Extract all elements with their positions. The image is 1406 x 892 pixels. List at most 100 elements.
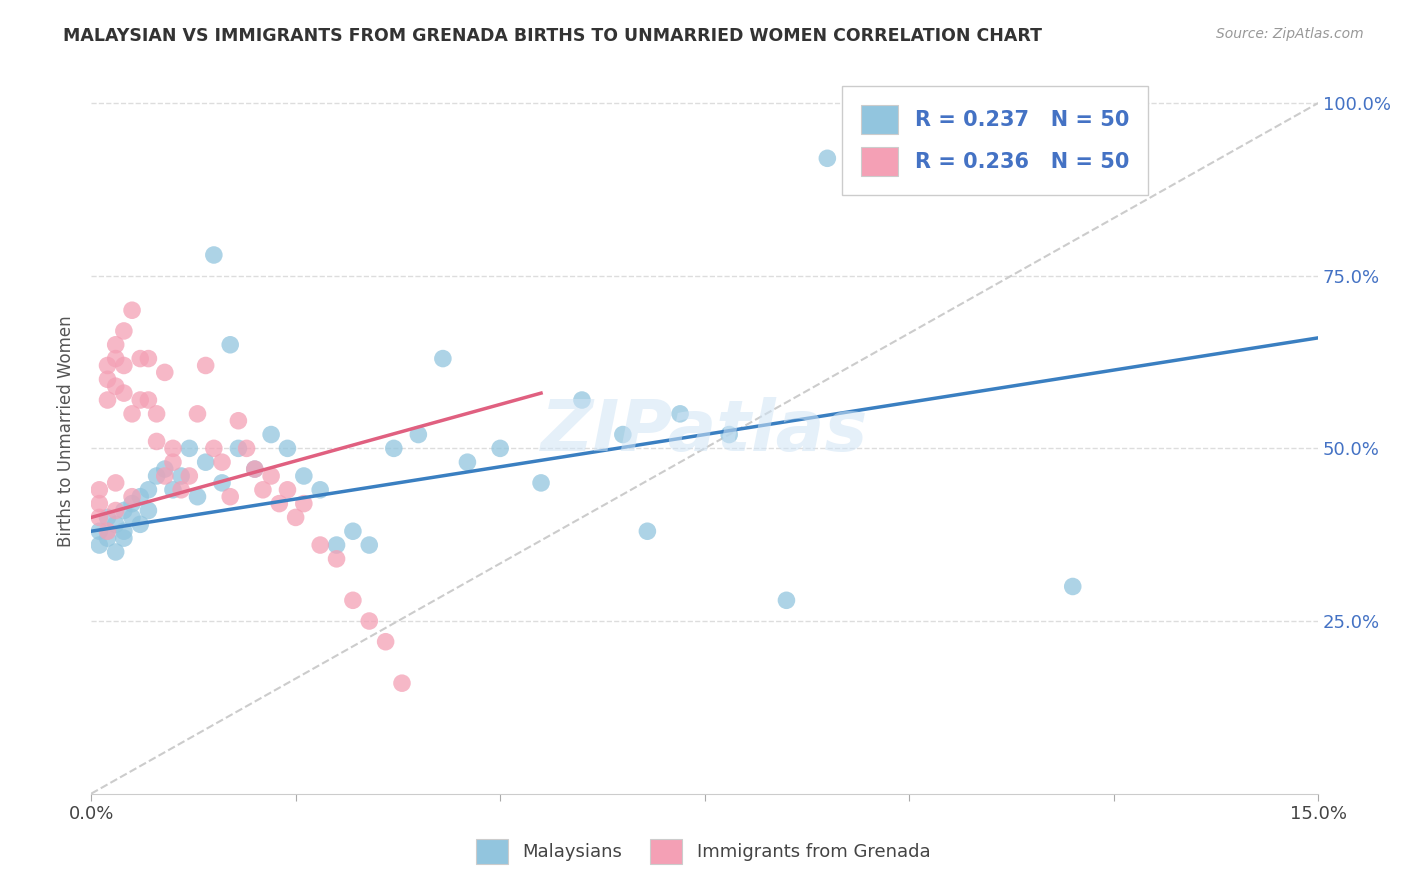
Point — [219, 490, 242, 504]
Legend: Malaysians, Immigrants from Grenada: Malaysians, Immigrants from Grenada — [461, 824, 945, 879]
Point — [276, 442, 298, 456]
Point — [129, 517, 152, 532]
Point — [104, 517, 127, 532]
Point — [194, 455, 217, 469]
Point — [342, 593, 364, 607]
Point — [292, 469, 315, 483]
Point — [162, 455, 184, 469]
Point — [162, 442, 184, 456]
Text: Source: ZipAtlas.com: Source: ZipAtlas.com — [1216, 27, 1364, 41]
Point — [112, 359, 135, 373]
Point — [775, 593, 797, 607]
Point — [243, 462, 266, 476]
Point — [129, 351, 152, 366]
Point — [153, 462, 176, 476]
Point — [219, 338, 242, 352]
Point — [252, 483, 274, 497]
Point — [530, 475, 553, 490]
Point — [89, 497, 111, 511]
Point — [112, 386, 135, 401]
Point — [342, 524, 364, 539]
Point — [145, 469, 167, 483]
Point — [145, 407, 167, 421]
Point — [170, 469, 193, 483]
Point — [179, 442, 201, 456]
Point — [432, 351, 454, 366]
Point — [104, 379, 127, 393]
Point — [112, 324, 135, 338]
Point — [374, 634, 396, 648]
Point — [104, 475, 127, 490]
Y-axis label: Births to Unmarried Women: Births to Unmarried Women — [58, 315, 75, 547]
Point — [186, 490, 208, 504]
Point — [89, 510, 111, 524]
Point — [112, 531, 135, 545]
Point — [228, 442, 250, 456]
Point — [89, 524, 111, 539]
Point — [260, 427, 283, 442]
Point — [243, 462, 266, 476]
Point — [669, 407, 692, 421]
Point — [858, 145, 880, 159]
Point — [939, 123, 962, 137]
Point — [186, 407, 208, 421]
Point — [391, 676, 413, 690]
Point — [284, 510, 307, 524]
Point — [104, 338, 127, 352]
Point — [815, 151, 838, 165]
Point — [121, 510, 143, 524]
Point — [309, 538, 332, 552]
Point — [456, 455, 478, 469]
Point — [121, 407, 143, 421]
Point — [112, 503, 135, 517]
Point — [202, 248, 225, 262]
Point — [1062, 579, 1084, 593]
Point — [96, 372, 118, 386]
Point — [202, 442, 225, 456]
Point — [276, 483, 298, 497]
Point — [96, 531, 118, 545]
Point — [96, 510, 118, 524]
Point — [489, 442, 512, 456]
Point — [104, 351, 127, 366]
Point — [382, 442, 405, 456]
Point — [325, 552, 347, 566]
Point — [153, 365, 176, 379]
Point — [96, 359, 118, 373]
Point — [571, 392, 593, 407]
Text: ZIPatlas: ZIPatlas — [541, 397, 869, 466]
Point — [104, 545, 127, 559]
Legend: R = 0.237   N = 50, R = 0.236   N = 50: R = 0.237 N = 50, R = 0.236 N = 50 — [842, 87, 1149, 195]
Point — [636, 524, 658, 539]
Point — [121, 497, 143, 511]
Point — [89, 538, 111, 552]
Point — [408, 427, 430, 442]
Point — [89, 483, 111, 497]
Point — [121, 303, 143, 318]
Point — [718, 427, 741, 442]
Point — [162, 483, 184, 497]
Point — [96, 392, 118, 407]
Point — [153, 469, 176, 483]
Point — [292, 497, 315, 511]
Point — [228, 414, 250, 428]
Point — [138, 503, 160, 517]
Point — [309, 483, 332, 497]
Point — [121, 490, 143, 504]
Point — [359, 538, 381, 552]
Point — [325, 538, 347, 552]
Point — [260, 469, 283, 483]
Point — [612, 427, 634, 442]
Point — [179, 469, 201, 483]
Point — [211, 455, 233, 469]
Point — [129, 490, 152, 504]
Point — [211, 475, 233, 490]
Point — [104, 503, 127, 517]
Point — [138, 392, 160, 407]
Point — [170, 483, 193, 497]
Text: MALAYSIAN VS IMMIGRANTS FROM GRENADA BIRTHS TO UNMARRIED WOMEN CORRELATION CHART: MALAYSIAN VS IMMIGRANTS FROM GRENADA BIR… — [63, 27, 1042, 45]
Point — [235, 442, 257, 456]
Point — [194, 359, 217, 373]
Point — [359, 614, 381, 628]
Point — [96, 524, 118, 539]
